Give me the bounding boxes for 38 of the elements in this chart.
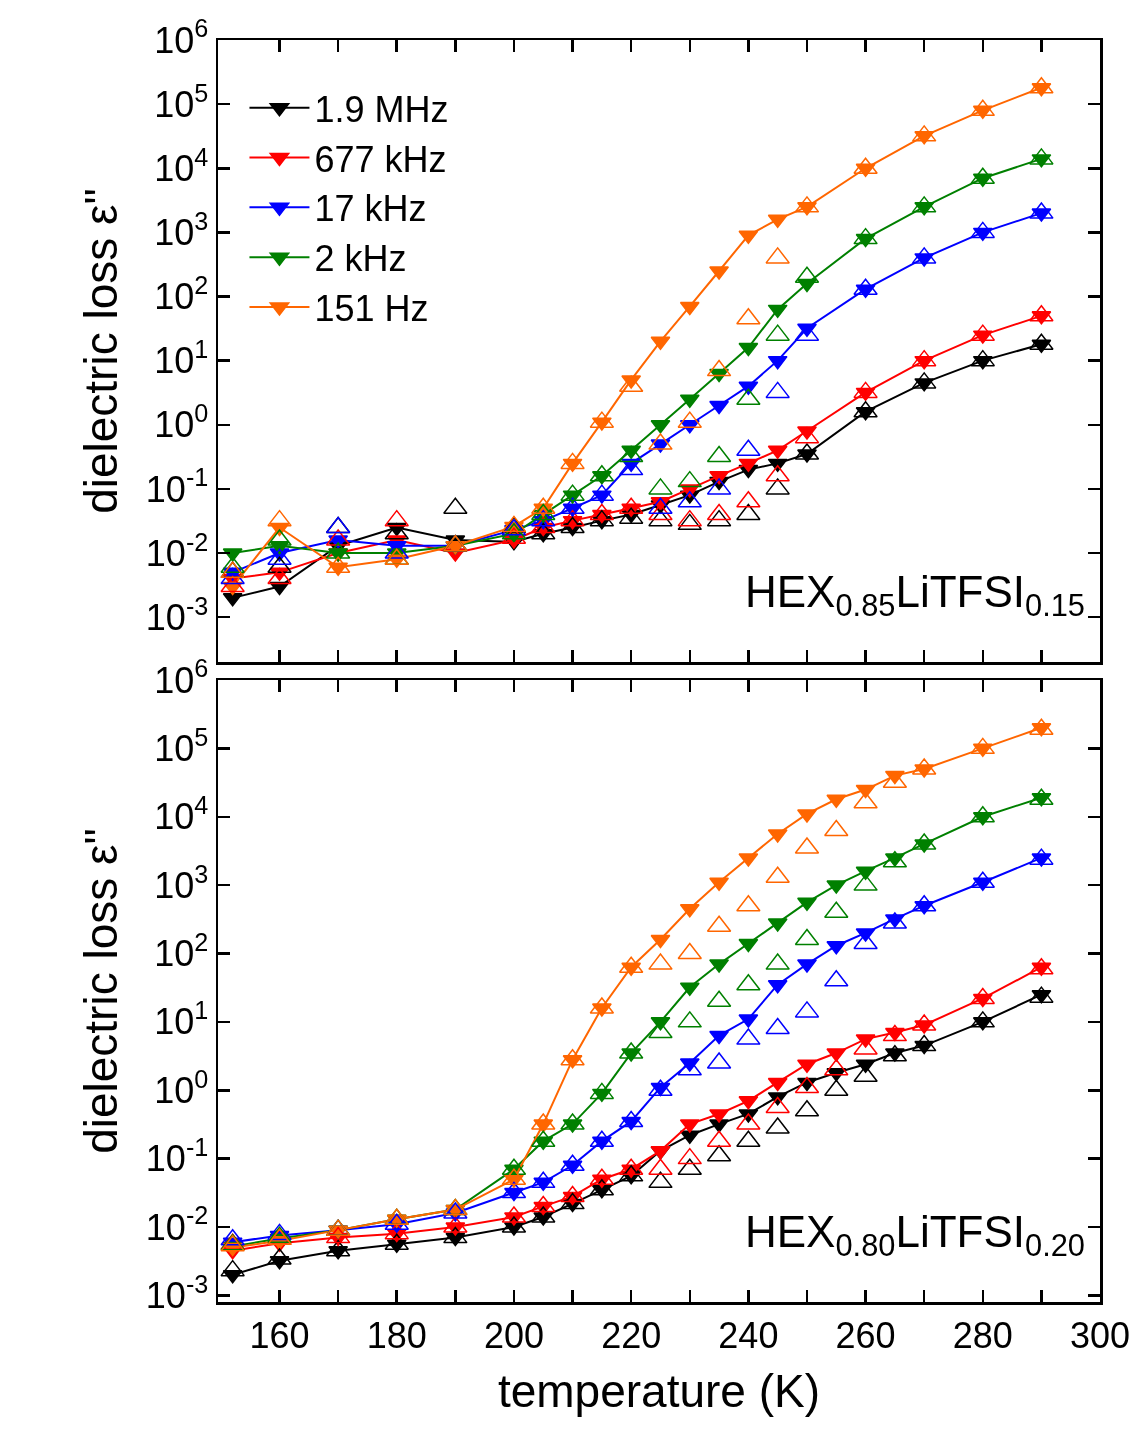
- y-tick-label: 10$^{-2}$: [145, 1201, 209, 1248]
- y-tick-label: 10$^{-3}$: [145, 591, 209, 638]
- y-tick-label: 10$^{-1}$: [145, 463, 209, 510]
- y-tick-label: 10$^{1}$: [154, 335, 209, 382]
- y-tick-label: 10$^{5}$: [154, 78, 209, 125]
- x-tick-label: 280: [952, 1314, 1013, 1356]
- x-tick-label: 300: [1069, 1314, 1131, 1356]
- y-axis-title: dielectric loss ε": [75, 828, 127, 1154]
- y-tick-label: 10$^{6}$: [154, 14, 209, 61]
- y-tick-label: 10$^{2}$: [154, 271, 209, 318]
- y-tick-label: 10$^{4}$: [154, 791, 209, 838]
- x-tick-label: 260: [835, 1314, 896, 1356]
- legend-label: 151 Hz: [314, 288, 429, 329]
- y-tick-label: 10$^{-1}$: [145, 1133, 209, 1180]
- y-tick-label: 10$^{6}$: [154, 654, 209, 701]
- y-tick-label: 10$^{5}$: [154, 722, 209, 769]
- x-tick-label: 240: [718, 1314, 779, 1356]
- y-tick-label: 10$^{3}$: [154, 859, 209, 906]
- y-tick-label: 10$^{1}$: [154, 996, 209, 1043]
- legend-label: 17 kHz: [314, 188, 427, 230]
- legend-label: 1.9 MHz: [314, 88, 449, 130]
- legend-label: 2 kHz: [314, 238, 407, 280]
- x-tick-label: 200: [483, 1314, 544, 1356]
- x-axis-title: temperature (K): [497, 1364, 821, 1417]
- annotation: HEX$_{0.80}$LiTFSI$_{0.20}$: [745, 1207, 1085, 1264]
- y-tick-label: 10$^{0}$: [154, 399, 209, 446]
- annotation: HEX$_{0.85}$LiTFSI$_{0.15}$: [745, 567, 1085, 624]
- x-tick-label: 160: [249, 1314, 310, 1356]
- x-tick-label: 220: [601, 1314, 662, 1356]
- y-tick-label: 10$^{0}$: [154, 1064, 209, 1111]
- y-tick-label: 10$^{3}$: [154, 206, 209, 253]
- x-tick-label: 180: [366, 1314, 427, 1356]
- y-tick-label: 10$^{2}$: [154, 927, 209, 975]
- y-tick-label: 10$^{-3}$: [145, 1269, 209, 1316]
- y-tick-label: 10$^{-2}$: [145, 527, 209, 574]
- y-tick-label: 10$^{4}$: [154, 142, 209, 189]
- legend-label: 677 kHz: [314, 138, 447, 180]
- y-axis-title: dielectric loss ε": [75, 188, 127, 514]
